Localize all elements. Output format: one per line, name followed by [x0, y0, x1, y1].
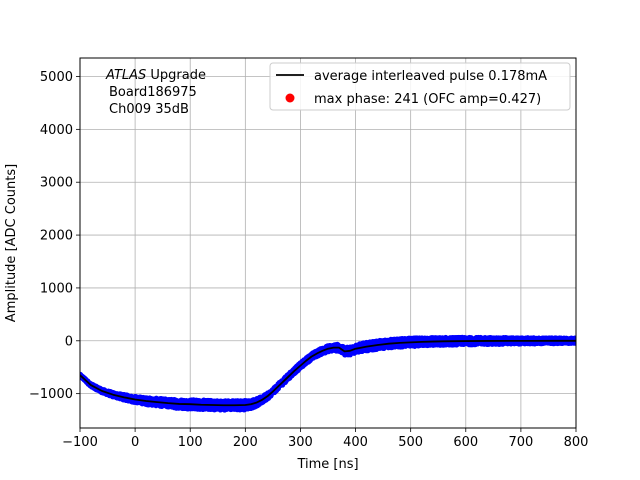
x-tick-label: 500	[398, 435, 423, 450]
plot-frame	[79, 57, 577, 429]
x-tick-label: −100	[62, 435, 98, 450]
x-axis-ticks: −100 0 100 200 300 400 500 600 700 800	[62, 428, 588, 450]
x-axis-label: Time [ns]	[296, 457, 358, 472]
y-tick-label: 0	[65, 334, 73, 349]
plot-area	[80, 58, 576, 428]
x-tick-label: 100	[178, 435, 203, 450]
y-tick-label: 1000	[40, 281, 73, 296]
legend-marker-key	[285, 93, 295, 103]
x-tick-label: 600	[453, 435, 478, 450]
annotation-line-1: ATLAS Upgrade	[105, 68, 206, 83]
y-tick-label: −1000	[29, 387, 73, 402]
y-axis-ticks: −1000 0 1000 2000 3000 4000 5000	[29, 70, 80, 402]
annotation-line-3: Ch009 35dB	[109, 102, 189, 117]
annotation: ATLAS Upgrade Board186975 Ch009 35dB	[105, 68, 206, 117]
legend-box	[269, 62, 571, 111]
legend: average interleaved pulse 0.178mA max ph…	[269, 62, 571, 111]
y-tick-label: 2000	[40, 229, 73, 244]
x-tick-label: 800	[564, 435, 589, 450]
legend-entry-line: average interleaved pulse 0.178mA	[314, 69, 547, 84]
x-tick-label: 300	[288, 435, 313, 450]
average-pulse-line	[80, 339, 576, 407]
x-tick-label: 200	[233, 435, 258, 450]
line-series	[80, 339, 576, 407]
y-tick-label: 3000	[40, 176, 73, 191]
x-tick-label: 700	[508, 435, 533, 450]
y-tick-label: 5000	[40, 70, 73, 85]
annotation-line-2: Board186975	[109, 85, 197, 100]
y-axis-label: Amplitude [ADC Counts]	[4, 164, 19, 322]
x-tick-label: 0	[131, 435, 139, 450]
legend-entry-marker: max phase: 241 (OFC amp=0.427)	[314, 92, 541, 107]
x-tick-label: 400	[343, 435, 368, 450]
y-tick-label: 4000	[40, 123, 73, 138]
